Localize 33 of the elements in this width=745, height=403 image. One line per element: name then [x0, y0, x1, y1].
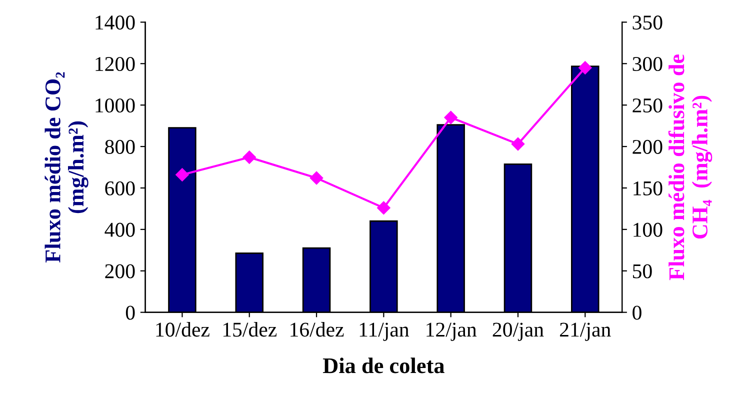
y2-tick-label: 250 [632, 98, 662, 112]
point [578, 61, 592, 74]
point [310, 171, 324, 185]
x-tick-label: 21/jan [560, 322, 611, 341]
y2-axis-title: Fluxo médio difusivo de CH₄ (mg/h.m²) [668, 54, 712, 280]
y-tick-label: 1400 [96, 16, 135, 30]
x-tick-label: 15/dez [223, 322, 277, 337]
point [377, 201, 390, 214]
y2-tick-label: 100 [634, 222, 662, 237]
x-tick-label: 20/jan [492, 322, 544, 341]
y-tick-label: 0 [126, 306, 135, 320]
y2-tick-label: 0 [632, 306, 642, 320]
x-tick-label: 11/jan [360, 322, 410, 341]
y2-tick-label: 150 [634, 181, 662, 196]
y-tick-label: 800 [105, 140, 135, 154]
point [444, 110, 458, 124]
y-tick-label: 1000 [96, 98, 135, 112]
y-tick-label: 200 [105, 264, 135, 278]
y2-tick-label: 200 [632, 140, 662, 154]
y-tick-label: 1200 [96, 56, 135, 72]
point [511, 137, 525, 151]
y2-tick-label: 300 [632, 56, 662, 72]
point [176, 168, 189, 182]
y-tick-label: 400 [104, 222, 135, 237]
point [242, 150, 256, 164]
x-axis-title: Dia de coleta [322, 358, 444, 374]
y-axis-title: Fluxo médio de CO₂ (mg/h.m²) [44, 72, 88, 262]
y2-tick-label: 350 [632, 16, 662, 30]
x-tick-label: 10/dez [156, 322, 210, 337]
x-tick-label: 12/jan [426, 322, 477, 341]
y2-tick-label: 50 [633, 264, 652, 278]
x-tick-label: 16/dez [290, 322, 344, 337]
y-tick-label: 600 [105, 181, 135, 196]
